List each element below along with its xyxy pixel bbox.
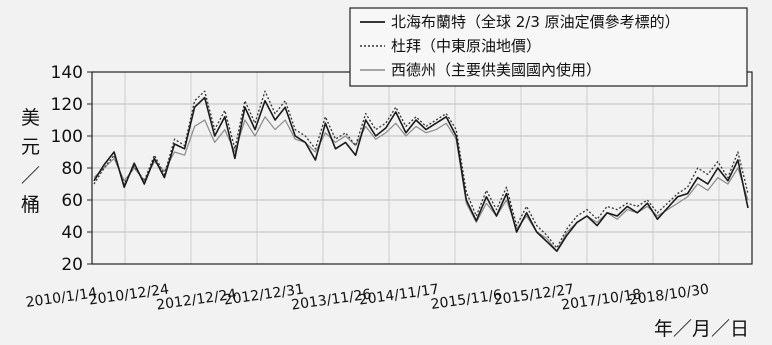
y-axis-label: 美元／桶 — [21, 107, 40, 216]
y-axis: 20 40 60 80 100 120 140 — [51, 63, 92, 275]
y-axis-label-text: 美元／桶 — [21, 107, 40, 216]
legend: 北海布蘭特（全球 2/3 原油定價參考標的） 杜拜（中東原油地價） 西德州（主要供美… — [349, 7, 748, 87]
legend-label-0: 北海布蘭特（全球 2/3 原油定價參考標的） — [391, 13, 680, 31]
series-line-1 — [93, 90, 749, 249]
series-line-0 — [93, 96, 749, 252]
x-axis: 2010/1/142010/12/242012/12/242012/12/312… — [25, 281, 710, 313]
y-tick-label: 140 — [51, 63, 83, 83]
series-layer — [93, 90, 749, 252]
legend-box — [349, 7, 748, 87]
y-tick-label: 60 — [61, 191, 83, 211]
grid — [92, 71, 752, 265]
y-tick-label: 80 — [61, 159, 83, 179]
y-tick-label: 20 — [61, 255, 83, 275]
series-line-2 — [93, 116, 749, 252]
y-tick-label: 120 — [51, 95, 83, 115]
x-tick-label: 2010/1/14 — [25, 285, 98, 311]
x-axis-label: 年／月／日 — [654, 318, 749, 340]
y-tick-label: 100 — [51, 127, 83, 147]
x-tick-label: 2018/10/30 — [628, 282, 710, 309]
x-tick-label: 2015/11/6 — [430, 287, 503, 313]
legend-label-1: 杜拜（中東原油地價） — [391, 37, 541, 55]
x-tick-label: 2014/11/17 — [358, 282, 440, 309]
y-tick-label: 40 — [61, 223, 83, 243]
legend-label-2: 西德州（主要供美國國內使用） — [391, 61, 601, 79]
